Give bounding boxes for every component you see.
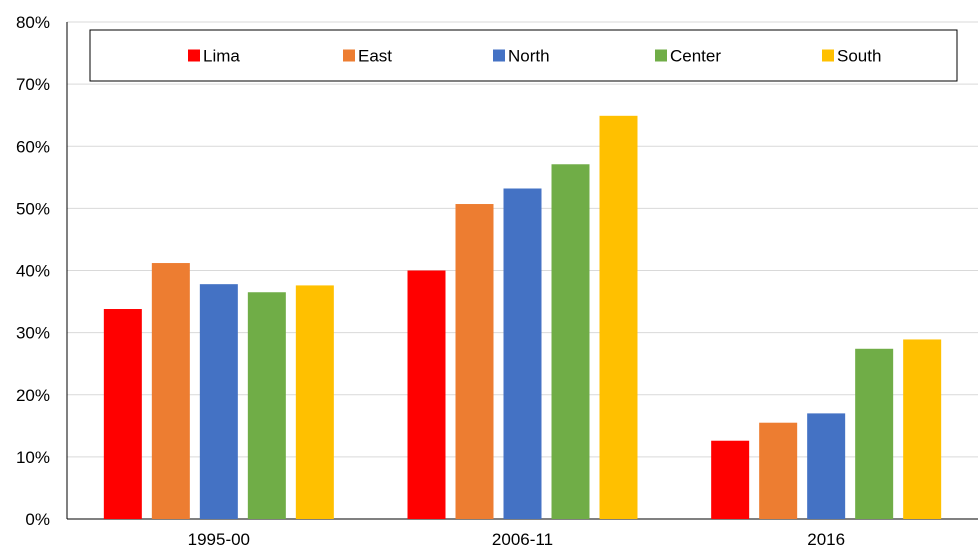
y-tick-label: 70% [16, 75, 50, 94]
legend-label-lima: Lima [203, 47, 240, 66]
bar-south-2006-11 [599, 115, 638, 519]
legend-swatch-south [822, 49, 834, 62]
legend-swatch-lima [188, 49, 200, 62]
legend-label-south: South [837, 47, 881, 66]
bar-lima-1995-00 [103, 309, 142, 519]
y-tick-label: 30% [16, 324, 50, 343]
legend-box [89, 29, 958, 82]
y-tick-label: 50% [16, 199, 50, 218]
bar-lima-2016 [711, 440, 750, 519]
legend-swatch-north [493, 49, 505, 62]
bar-north-2006-11 [503, 188, 542, 519]
x-tick-label: 2006-11 [492, 530, 553, 549]
y-tick-label: 60% [16, 137, 50, 156]
legend-label-east: East [358, 47, 392, 66]
legend-label-north: North [508, 47, 550, 66]
legend-label-center: Center [670, 47, 721, 66]
x-tick-label: 2016 [807, 530, 845, 549]
bars [103, 115, 942, 520]
bar-south-1995-00 [295, 285, 334, 519]
bar-north-2016 [807, 413, 846, 519]
y-tick-label: 10% [16, 448, 50, 467]
bar-east-2006-11 [455, 204, 494, 519]
legend-swatch-center [655, 49, 667, 62]
y-tick-label: 40% [16, 262, 50, 281]
y-tick-label: 0% [25, 510, 50, 529]
legend-swatch-east [343, 49, 355, 62]
bar-center-2016 [855, 348, 894, 519]
bar-center-2006-11 [551, 164, 590, 520]
bar-center-1995-00 [247, 292, 286, 519]
x-tick-label: 1995-00 [188, 530, 250, 549]
bar-south-2016 [903, 339, 942, 519]
bar-lima-2006-11 [407, 270, 446, 519]
bar-north-1995-00 [199, 284, 238, 519]
y-tick-label: 20% [16, 386, 50, 405]
y-tick-label: 80% [16, 13, 50, 32]
legend: Lima East North Center South [89, 29, 958, 82]
bar-east-1995-00 [151, 263, 190, 519]
bar-east-2016 [759, 422, 798, 519]
